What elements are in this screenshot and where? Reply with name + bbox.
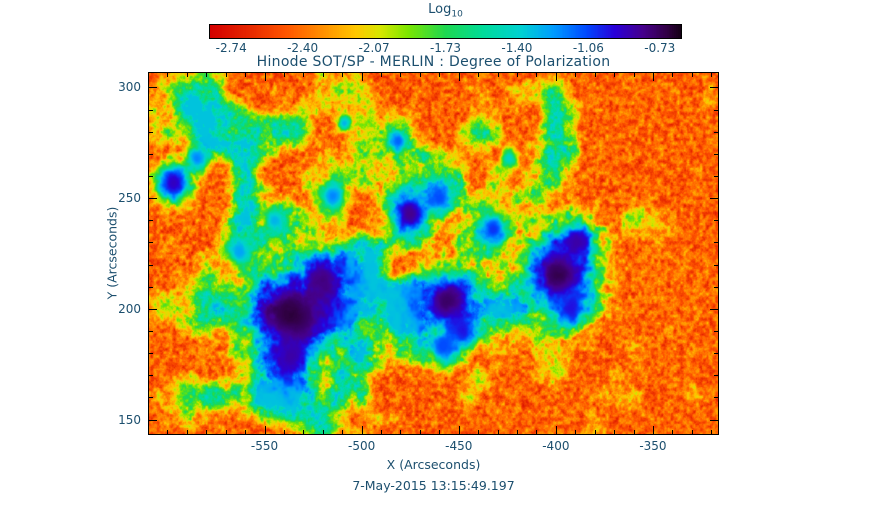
- colorbar-tick-label: -1.40: [501, 41, 533, 55]
- x-tick-label: -450: [445, 439, 473, 453]
- colorbar-tick-labels: -2.74 -2.40 -2.07 -1.73 -1.40 -1.06 -0.73: [210, 41, 681, 56]
- colorbar-tick-label: -0.73: [644, 41, 676, 55]
- colorbar-gradient: [209, 24, 682, 39]
- timestamp-caption: 7-May-2015 13:15:49.197: [352, 478, 515, 493]
- colorbar-tick-label: -2.07: [358, 41, 390, 55]
- y-tick-label: 300: [118, 80, 141, 95]
- y-axis-label: Y (Arcseconds): [104, 206, 120, 300]
- plot-title: Hinode SOT/SP - MERLIN : Degree of Polar…: [256, 54, 611, 70]
- colorbar-label: Log10: [210, 2, 681, 20]
- heatmap-canvas: [148, 72, 719, 435]
- x-tick-label: -350: [639, 439, 667, 453]
- colorbar-label-subscript: 10: [451, 9, 463, 20]
- colorbar-tick-label: -1.73: [429, 41, 462, 55]
- colorbar-label-text: Log: [428, 2, 452, 17]
- x-tick-label: -400: [542, 439, 570, 453]
- y-tick-label: 200: [118, 301, 141, 316]
- x-tick-label: -500: [348, 439, 376, 453]
- x-tick-labels: -550 -500 -450 -400 -350: [148, 439, 719, 454]
- y-tick-label: 250: [118, 191, 141, 206]
- colorbar-tick-label: -1.06: [572, 41, 604, 55]
- plot-area: [148, 72, 719, 435]
- y-tick-labels: 150 200 250 300: [100, 72, 144, 435]
- x-axis-label: X (Arcseconds): [386, 457, 481, 472]
- colorbar-tick-label: -2.74: [215, 41, 247, 55]
- colorbar-tick-label: -2.40: [287, 41, 319, 55]
- y-tick-label: 150: [118, 412, 141, 427]
- x-tick-label: -550: [250, 439, 279, 453]
